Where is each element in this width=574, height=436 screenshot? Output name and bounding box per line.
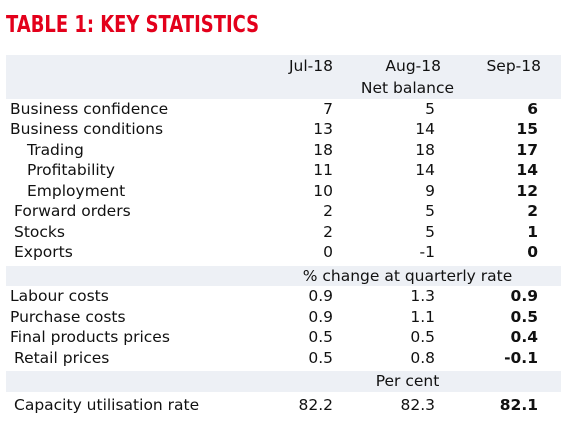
cell-value: 12 xyxy=(516,181,538,200)
cell-value: 1.1 xyxy=(410,307,435,326)
row-label: Capacity utilisation rate xyxy=(14,395,200,414)
cell-value: 7 xyxy=(323,99,333,118)
table-row: Profitability 11 14 14 xyxy=(6,160,561,181)
table-row: Employment 10 9 12 xyxy=(6,181,561,202)
cell-value: 0 xyxy=(527,243,538,261)
row-label: Exports xyxy=(14,243,73,261)
table-row: Business confidence 7 5 6 xyxy=(6,99,561,120)
row-label: Labour costs xyxy=(10,287,109,305)
cell-value: 0.9 xyxy=(308,307,333,326)
cell-value: 14 xyxy=(415,161,435,179)
row-label: Retail prices xyxy=(14,348,110,367)
cell-value: 13 xyxy=(313,120,333,138)
unit-row-net-balance: Net balance xyxy=(6,78,561,99)
cell-value: 18 xyxy=(313,140,333,159)
table-row: Business conditions 13 14 15 xyxy=(6,119,561,140)
cell-value: 0.9 xyxy=(510,287,538,305)
column-header-aug-18: Aug-18 xyxy=(385,57,441,75)
cell-value: 11 xyxy=(313,161,333,179)
unit-label: Per cent xyxy=(375,372,440,390)
table-row: Final products prices 0.5 0.5 0.4 xyxy=(6,327,561,348)
cell-value: 5 xyxy=(425,202,435,220)
table-row: Retail prices 0.5 0.8 -0.1 xyxy=(6,348,561,369)
cell-value: 2 xyxy=(323,222,333,241)
cell-value: 2 xyxy=(527,202,538,220)
row-label: Employment xyxy=(27,181,126,200)
cell-value: 14 xyxy=(516,161,538,179)
cell-value: 0.8 xyxy=(410,348,435,367)
cell-value: 0.4 xyxy=(510,328,538,346)
cell-value: 6 xyxy=(527,99,538,118)
cell-value: 0 xyxy=(323,243,333,261)
cell-value: 5 xyxy=(425,99,435,118)
table-row: Labour costs 0.9 1.3 0.9 xyxy=(6,286,561,307)
cell-value: 0.9 xyxy=(308,287,333,305)
unit-row-per-cent: Per cent xyxy=(6,371,561,392)
key-statistics-table: Jul-18 Aug-18 Sep-18 Net balance Busines… xyxy=(6,55,561,415)
cell-value: 82.1 xyxy=(499,395,538,414)
cell-value: 82.3 xyxy=(400,395,435,414)
cell-value: 17 xyxy=(516,140,538,159)
cell-value: 0.5 xyxy=(410,328,435,346)
unit-label: Net balance xyxy=(360,79,455,97)
table-row: Forward orders 2 5 2 xyxy=(6,201,561,222)
cell-value: 15 xyxy=(516,120,538,138)
cell-value: -1 xyxy=(419,243,435,261)
row-label: Forward orders xyxy=(14,202,131,220)
cell-value: 1.3 xyxy=(410,287,435,305)
cell-value: 82.2 xyxy=(298,395,333,414)
cell-value: 2 xyxy=(323,202,333,220)
table-row: Capacity utilisation rate 82.2 82.3 82.1 xyxy=(6,395,561,416)
row-label: Trading xyxy=(27,140,84,159)
cell-value: 0.5 xyxy=(308,328,333,346)
cell-value: 18 xyxy=(415,140,435,159)
row-label: Purchase costs xyxy=(10,307,126,326)
table-row: Trading 18 18 17 xyxy=(6,140,561,161)
column-header-row: Jul-18 Aug-18 Sep-18 xyxy=(6,55,561,78)
row-label: Business conditions xyxy=(10,120,164,138)
cell-value: 0.5 xyxy=(308,348,333,367)
column-header-jul-18: Jul-18 xyxy=(288,57,333,75)
table-row: Purchase costs 0.9 1.1 0.5 xyxy=(6,307,561,328)
row-label: Final products prices xyxy=(10,328,170,346)
table-title: TABLE 1: KEY STATISTICS xyxy=(6,12,260,38)
row-label: Business confidence xyxy=(10,99,169,118)
column-header-sep-18: Sep-18 xyxy=(486,57,541,75)
cell-value: 0.5 xyxy=(510,307,538,326)
cell-value: 10 xyxy=(313,181,333,200)
row-label: Stocks xyxy=(14,222,65,241)
cell-value: 14 xyxy=(415,120,435,138)
unit-row-quarterly-change: % change at quarterly rate xyxy=(6,265,561,286)
cell-value: 5 xyxy=(425,222,435,241)
table-row: Exports 0 -1 0 xyxy=(6,242,561,263)
table-row: Stocks 2 5 1 xyxy=(6,222,561,243)
row-label: Profitability xyxy=(27,161,115,179)
cell-value: 9 xyxy=(425,181,435,200)
unit-label: % change at quarterly rate xyxy=(302,266,513,285)
cell-value: 1 xyxy=(527,222,538,241)
cell-value: -0.1 xyxy=(504,348,538,367)
